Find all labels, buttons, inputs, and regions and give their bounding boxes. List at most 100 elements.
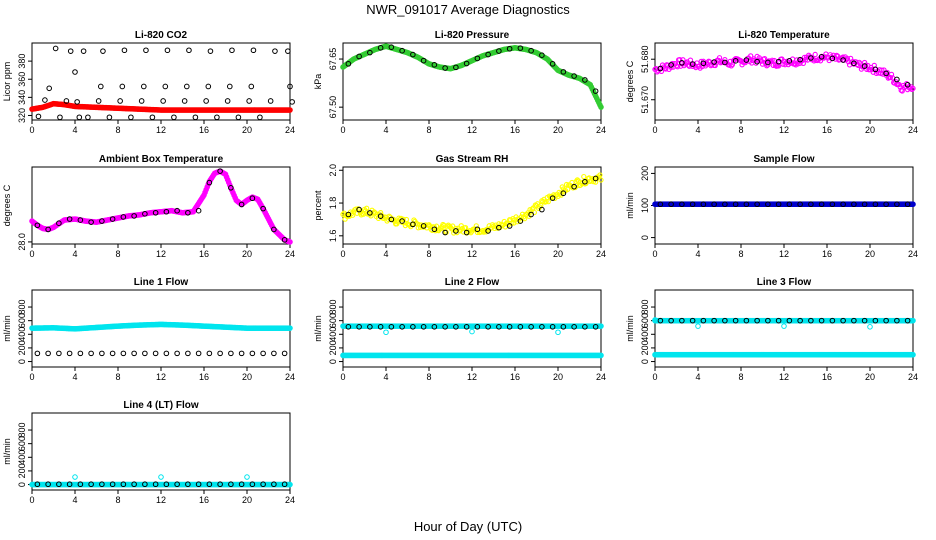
x-tick-label: 16 (510, 372, 520, 382)
data-point (910, 201, 916, 208)
data-point (904, 201, 911, 208)
data-point (271, 350, 277, 357)
series-blue-0 (652, 201, 916, 208)
data-point (769, 57, 775, 63)
plot-frame (342, 166, 602, 245)
data-point (485, 228, 491, 234)
data-point (287, 325, 293, 331)
data-point (757, 57, 763, 63)
panel-sample_flow: Sample Flow ml/min 0 4 8 12 16 20 24 0 100 200 (625, 154, 918, 259)
data-point (52, 45, 59, 52)
x-tick-label: 12 (156, 495, 166, 505)
data-point (142, 211, 148, 217)
data-point (539, 206, 545, 213)
data-point (884, 69, 890, 76)
data-point (152, 209, 159, 216)
x-tick-label: 4 (695, 249, 700, 259)
data-point (72, 474, 78, 480)
data-point (205, 83, 212, 90)
data-point (249, 350, 256, 357)
data-point (765, 201, 771, 208)
x-tick-label: 20 (865, 125, 875, 135)
data-point (711, 201, 717, 208)
x-tick-label: 12 (156, 125, 166, 135)
y-tick-label: 67.65 (328, 48, 338, 71)
data-point (689, 201, 696, 208)
data-point (66, 350, 73, 357)
y-tick-label: 0 (17, 482, 27, 487)
data-point (109, 350, 116, 357)
x-tick-label: 4 (383, 372, 388, 382)
x-tick-label: 12 (779, 125, 789, 135)
data-point (743, 201, 750, 208)
data-point (131, 213, 137, 219)
data-point (377, 209, 384, 216)
data-point (582, 77, 588, 83)
data-point (572, 184, 578, 191)
data-point (77, 217, 84, 223)
data-point (388, 44, 395, 50)
y-tick-label: 800 (17, 423, 27, 438)
data-point (88, 350, 94, 357)
data-point (668, 62, 674, 68)
x-tick-label: 12 (779, 372, 789, 382)
data-point (904, 81, 911, 88)
data-point (244, 474, 250, 480)
data-point (171, 114, 177, 121)
series-black-1 (345, 44, 599, 94)
x-tick-label: 24 (596, 249, 606, 259)
x-tick-label: 4 (72, 495, 77, 505)
data-point (72, 69, 78, 75)
data-point (775, 201, 782, 208)
data-point (582, 178, 588, 185)
data-point (442, 65, 448, 71)
data-point (363, 205, 370, 211)
x-tick-label: 4 (72, 372, 77, 382)
data-point (158, 474, 164, 480)
y-axis-label: degrees C (2, 184, 12, 226)
data-point (431, 226, 438, 233)
data-point (712, 62, 718, 69)
x-tick-label: 4 (72, 125, 77, 135)
data-point (829, 55, 836, 62)
data-point (894, 76, 900, 83)
data-point (185, 350, 191, 357)
y-tick-label: 320 (17, 108, 27, 123)
data-point (887, 74, 894, 81)
x-tick-label: 4 (383, 249, 388, 259)
data-point (668, 201, 674, 208)
x-tick-label: 20 (865, 249, 875, 259)
x-tick-label: 8 (426, 372, 431, 382)
data-point (689, 61, 696, 67)
data-point (754, 58, 760, 65)
data-point (592, 175, 599, 182)
y-axis-label: kPa (313, 74, 323, 90)
data-point (399, 218, 405, 224)
data-point (143, 47, 149, 54)
data-point (581, 173, 587, 180)
x-tick-label: 0 (652, 372, 657, 382)
data-point (571, 183, 577, 190)
y-tick-label: 380 (17, 54, 27, 69)
data-point (560, 190, 567, 197)
data-point (909, 86, 915, 93)
data-point (469, 328, 475, 335)
data-point (528, 47, 534, 54)
data-point (840, 57, 846, 63)
data-point (229, 47, 235, 54)
panel-licor_temp: Li-820 Temperature degrees C 0 4 8 12 16 20 24 51… (625, 30, 918, 135)
y-tick-label: 800 (17, 300, 27, 315)
y-tick-label: 0 (640, 359, 650, 364)
series-black-1 (345, 175, 599, 236)
data-point (267, 98, 274, 104)
data-point (249, 195, 256, 202)
data-point (228, 185, 234, 191)
data-point (74, 99, 80, 105)
data-point (910, 85, 916, 92)
y-tick-label: 28.0 (17, 233, 27, 251)
data-point (63, 98, 70, 104)
data-point (56, 220, 62, 226)
data-point (658, 68, 665, 75)
